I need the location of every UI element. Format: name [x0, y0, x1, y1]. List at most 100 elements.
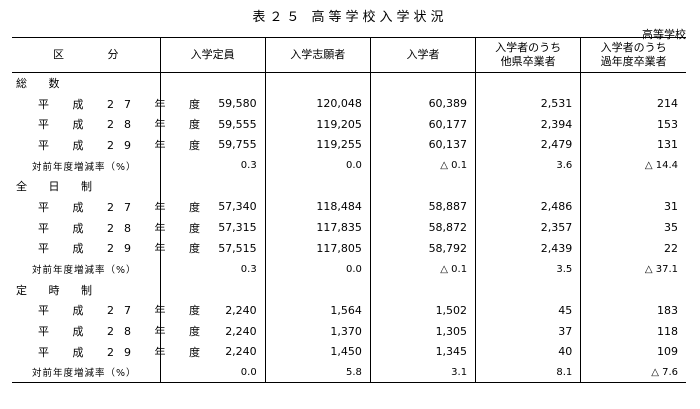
- rate-row: 対前年度増減率（%） 0.3 0.0 △ 0.1 3.5 △ 37.1: [12, 258, 686, 280]
- cell-other-prefecture: 3.5: [475, 258, 581, 280]
- empty-cell: [580, 279, 686, 301]
- section-label: 総 数: [16, 77, 69, 91]
- cell-capacity: 59,555: [159, 113, 266, 135]
- cell-other-prefecture: 8.1: [475, 362, 581, 384]
- cell-applicants: 1,564: [264, 300, 371, 321]
- cell-admitted: △ 0.1: [369, 258, 476, 280]
- rate-label: 対前年度増減率（%）: [32, 161, 137, 173]
- header-other-prefecture: 入学者のうち 他県卒業者: [475, 37, 581, 73]
- empty-cell: [580, 72, 686, 94]
- cell-other-prefecture: 40: [475, 341, 581, 363]
- year-row: 平 成 29 年 度 2,240 1,450 1,345 40 109: [12, 341, 686, 363]
- table-body: 総 数平 成 27 年 度 59,580 120,048 60,389 2,531 214…: [12, 72, 686, 384]
- cell-other-prefecture: 2,394: [475, 113, 581, 135]
- year-label: 平 成 28 年 度: [38, 325, 210, 339]
- cell-applicants: 117,835: [264, 217, 371, 238]
- cell-capacity: 57,315: [159, 217, 266, 238]
- cell-other-prefecture: 3.6: [475, 155, 581, 176]
- empty-cell: [369, 175, 476, 197]
- cell-capacity: 59,580: [159, 93, 266, 114]
- cell-admitted: 58,872: [369, 217, 476, 238]
- cell-capacity: 0.3: [159, 258, 266, 280]
- section-row: 全 日 制: [12, 175, 686, 197]
- header-admitted: 入学者: [369, 37, 476, 73]
- cell-past-graduates: 183: [580, 300, 686, 321]
- year-row: 平 成 27 年 度 2,240 1,564 1,502 45 183: [12, 300, 686, 321]
- cell-past-graduates: 153: [580, 113, 686, 135]
- cell-admitted: 60,389: [369, 93, 476, 114]
- rate-row: 対前年度増減率（%） 0.3 0.0 △ 0.1 3.6 △ 14.4: [12, 155, 686, 176]
- cell-applicants: 1,450: [264, 341, 371, 363]
- year-label: 平 成 29 年 度: [38, 345, 210, 359]
- cell-applicants: 118,484: [264, 196, 371, 218]
- admission-table: 区 分 入学定員 入学志願者 入学者 入学者のうち 他県卒業者 入学者のうち 過…: [12, 37, 686, 384]
- cell-applicants: 120,048: [264, 93, 371, 114]
- year-row: 平 成 28 年 度 59,555 119,205 60,177 2,394 153: [12, 113, 686, 135]
- cell-capacity: 57,515: [159, 238, 266, 259]
- year-label: 平 成 28 年 度: [38, 221, 210, 235]
- rate-label: 対前年度増減率（%）: [12, 362, 160, 384]
- cell-past-graduates: △ 37.1: [580, 258, 686, 280]
- cell-other-prefecture: 2,531: [475, 93, 581, 114]
- year-label: 平 成 29 年 度: [38, 138, 210, 152]
- empty-cell: [264, 72, 371, 94]
- cell-other-prefecture: 2,357: [475, 217, 581, 238]
- cell-admitted: 1,305: [369, 320, 476, 342]
- cell-capacity: 57,340: [159, 196, 266, 218]
- year-row: 平 成 29 年 度 57,515 117,805 58,792 2,439 22: [12, 238, 686, 259]
- cell-applicants: 117,805: [264, 238, 371, 259]
- cell-other-prefecture: 2,479: [475, 134, 581, 156]
- cell-capacity: 2,240: [159, 320, 266, 342]
- year-label: 平 成 27 年 度: [38, 97, 210, 111]
- header-category: 区 分: [12, 37, 160, 73]
- empty-cell: [475, 279, 581, 301]
- year-row: 平 成 28 年 度 57,315 117,835 58,872 2,357 35: [12, 217, 686, 238]
- year-row: 平 成 28 年 度 2,240 1,370 1,305 37 118: [12, 320, 686, 342]
- year-row: 平 成 29 年 度 59,755 119,255 60,137 2,479 131: [12, 134, 686, 156]
- empty-cell: [369, 72, 476, 94]
- empty-cell: [159, 279, 266, 301]
- cell-capacity: 0.3: [159, 155, 266, 176]
- cell-past-graduates: 31: [580, 196, 686, 218]
- cell-past-graduates: △ 14.4: [580, 155, 686, 176]
- cell-other-prefecture: 45: [475, 300, 581, 321]
- section-row: 総 数: [12, 72, 686, 94]
- empty-cell: [159, 175, 266, 197]
- header-capacity: 入学定員: [159, 37, 266, 73]
- section-label: 定 時 制: [16, 283, 101, 297]
- header-past-graduates: 入学者のうち 過年度卒業者: [580, 37, 686, 73]
- year-label: 平 成 28 年 度: [38, 118, 210, 132]
- cell-past-graduates: 214: [580, 93, 686, 114]
- cell-past-graduates: 22: [580, 238, 686, 259]
- empty-cell: [475, 72, 581, 94]
- empty-cell: [580, 175, 686, 197]
- cell-admitted: △ 0.1: [369, 155, 476, 176]
- cell-applicants: 119,205: [264, 113, 371, 135]
- cell-admitted: 58,887: [369, 196, 476, 218]
- cell-admitted: 60,137: [369, 134, 476, 156]
- empty-cell: [369, 279, 476, 301]
- rate-row: 対前年度増減率（%） 0.0 5.8 3.1 8.1 △ 7.6: [12, 362, 686, 384]
- empty-cell: [264, 279, 371, 301]
- cell-applicants: 5.8: [264, 362, 371, 384]
- cell-admitted: 1,345: [369, 341, 476, 363]
- year-row: 平 成 27 年 度 57,340 118,484 58,887 2,486 31: [12, 196, 686, 218]
- cell-past-graduates: 109: [580, 341, 686, 363]
- year-row: 平 成 27 年 度 59,580 120,048 60,389 2,531 214: [12, 93, 686, 114]
- cell-admitted: 60,177: [369, 113, 476, 135]
- year-label: 平 成 27 年 度: [38, 304, 210, 318]
- cell-applicants: 0.0: [264, 258, 371, 280]
- table-title: 表２５ 高等学校入学状況: [252, 10, 448, 25]
- rate-label: 対前年度増減率（%）: [32, 265, 137, 277]
- header-other-prefecture-line2: 他県卒業者: [500, 55, 556, 68]
- cell-other-prefecture: 2,486: [475, 196, 581, 218]
- cell-admitted: 58,792: [369, 238, 476, 259]
- cell-applicants: 0.0: [264, 155, 371, 176]
- header-row: 区 分 入学定員 入学志願者 入学者 入学者のうち 他県卒業者 入学者のうち 過…: [12, 37, 686, 73]
- year-label: 平 成 27 年 度: [38, 200, 210, 214]
- cell-capacity: 2,240: [159, 300, 266, 321]
- year-label: 平 成 29 年 度: [38, 242, 210, 256]
- header-past-graduates-line2: 過年度卒業者: [600, 55, 667, 68]
- header-applicants: 入学志願者: [264, 37, 371, 73]
- empty-cell: [159, 72, 266, 94]
